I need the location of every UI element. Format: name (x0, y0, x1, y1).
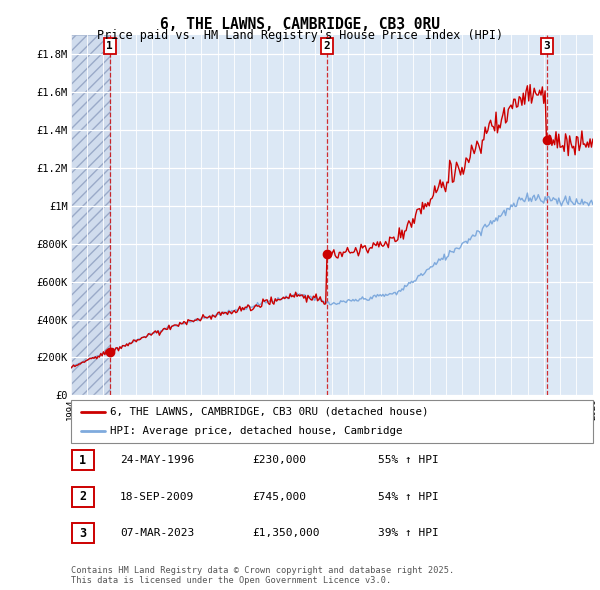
Text: 39% ↑ HPI: 39% ↑ HPI (378, 529, 439, 538)
Text: 55% ↑ HPI: 55% ↑ HPI (378, 455, 439, 465)
Text: HPI: Average price, detached house, Cambridge: HPI: Average price, detached house, Camb… (110, 425, 403, 435)
FancyBboxPatch shape (71, 400, 593, 442)
Text: 3: 3 (79, 527, 86, 540)
FancyBboxPatch shape (72, 487, 94, 507)
Text: 1: 1 (79, 454, 86, 467)
Text: 3: 3 (544, 41, 550, 51)
Text: 6, THE LAWNS, CAMBRIDGE, CB3 0RU: 6, THE LAWNS, CAMBRIDGE, CB3 0RU (160, 17, 440, 31)
Text: 54% ↑ HPI: 54% ↑ HPI (378, 492, 439, 502)
Text: 07-MAR-2023: 07-MAR-2023 (120, 529, 194, 538)
Text: 2: 2 (79, 490, 86, 503)
Text: 6, THE LAWNS, CAMBRIDGE, CB3 0RU (detached house): 6, THE LAWNS, CAMBRIDGE, CB3 0RU (detach… (110, 407, 428, 417)
FancyBboxPatch shape (72, 523, 94, 543)
Bar (71, 35, 110, 395)
Text: £230,000: £230,000 (252, 455, 306, 465)
Text: 24-MAY-1996: 24-MAY-1996 (120, 455, 194, 465)
Text: £1,350,000: £1,350,000 (252, 529, 320, 538)
Text: 18-SEP-2009: 18-SEP-2009 (120, 492, 194, 502)
Text: 2: 2 (324, 41, 331, 51)
Bar (71, 35, 110, 395)
Text: Price paid vs. HM Land Registry's House Price Index (HPI): Price paid vs. HM Land Registry's House … (97, 30, 503, 42)
Text: 1: 1 (106, 41, 113, 51)
FancyBboxPatch shape (72, 450, 94, 470)
Text: £745,000: £745,000 (252, 492, 306, 502)
Text: Contains HM Land Registry data © Crown copyright and database right 2025.
This d: Contains HM Land Registry data © Crown c… (71, 566, 454, 585)
